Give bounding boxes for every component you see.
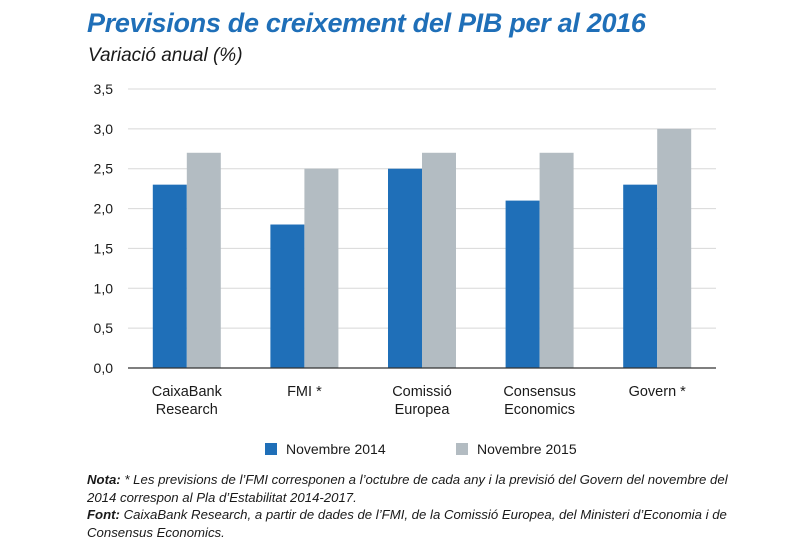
y-tick-label: 2,0 (94, 201, 114, 217)
source-paragraph: Font: CaixaBank Research, a partir de da… (87, 506, 747, 541)
x-tick-label: Europea (395, 402, 451, 418)
note-label: Nota: (87, 472, 121, 487)
y-tick-label: 3,0 (94, 121, 114, 137)
legend-swatch-2015 (456, 443, 468, 455)
y-tick-label: 1,5 (94, 240, 114, 256)
y-tick-label: 0,5 (94, 320, 114, 336)
bar-2014 (505, 200, 540, 368)
footnotes: Nota: * Les previsions de l’FMI correspo… (87, 471, 747, 541)
bar-2014 (270, 224, 305, 368)
bar-2015 (186, 152, 221, 368)
bar-2015 (539, 152, 574, 368)
note-paragraph: Nota: * Les previsions de l’FMI correspo… (87, 471, 747, 506)
x-tick-label: Economics (504, 402, 575, 418)
legend-item-2015: Novembre 2015 (456, 441, 577, 457)
chart-subtitle: Variació anual (%) (88, 45, 243, 66)
legend-swatch-2014 (265, 443, 277, 455)
chart-title: Previsions de creixement del PIB per al … (87, 8, 646, 38)
legend-label-2014: Novembre 2014 (286, 441, 386, 457)
bar-2014 (623, 184, 658, 368)
note-text: * Les previsions de l’FMI corresponen a … (87, 472, 728, 505)
y-tick-label: 3,5 (94, 81, 114, 97)
legend: Novembre 2014 Novembre 2015 (0, 441, 800, 463)
y-tick-label: 0,0 (94, 360, 114, 376)
y-tick-label: 1,0 (94, 280, 114, 296)
x-tick-label: Govern * (629, 384, 687, 400)
legend-label-2015: Novembre 2015 (477, 441, 577, 457)
bar-2014 (388, 168, 422, 368)
bar-2015 (657, 128, 692, 368)
x-tick-label: Consensus (503, 384, 576, 400)
bar-2015 (304, 168, 339, 368)
source-text: CaixaBank Research, a partir de dades de… (87, 507, 727, 540)
x-tick-label: CaixaBank (152, 384, 223, 400)
source-label: Font: (87, 507, 120, 522)
legend-item-2014: Novembre 2014 (265, 441, 386, 457)
y-tick-label: 2,5 (94, 161, 114, 177)
bar-2014 (152, 184, 187, 368)
bar-2015 (422, 152, 456, 368)
x-tick-label: Comissió (392, 384, 452, 400)
x-tick-label: Research (156, 402, 218, 418)
bar-chart: 0,0 0,5 1,0 1,5 2,0 2,5 3,0 3,5 CaixaBank Researc… (94, 81, 716, 418)
x-tick-label: FMI * (287, 384, 322, 400)
